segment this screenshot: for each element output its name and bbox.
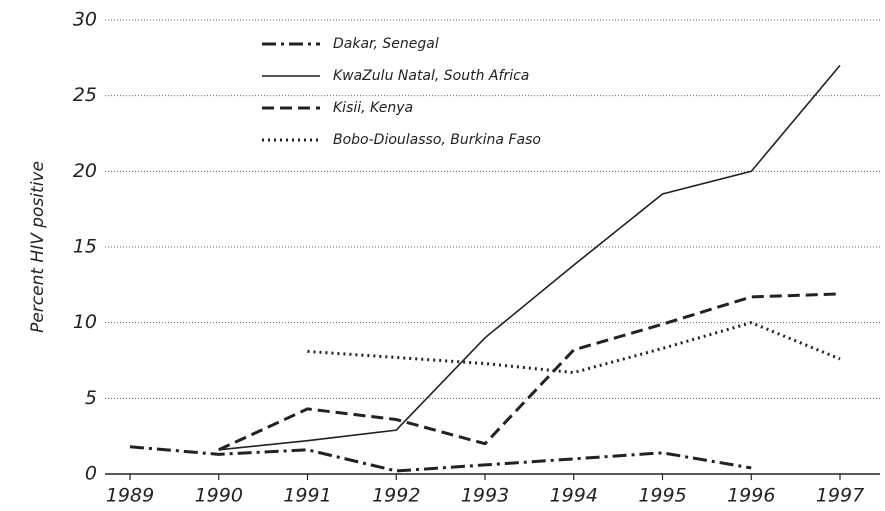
- legend-label: Bobo-Dioulasso, Burkina Faso: [333, 132, 541, 148]
- x-tick-label: 1992: [372, 485, 420, 507]
- x-tick-label: 1996: [727, 485, 775, 507]
- legend-label: Dakar, Senegal: [333, 36, 439, 52]
- x-tick-label: 1997: [816, 485, 864, 507]
- legend-label: Kisii, Kenya: [333, 100, 413, 116]
- x-tick-label: 1995: [638, 485, 686, 507]
- series-line: [129, 445, 752, 473]
- y-tick-label: 30: [73, 9, 97, 31]
- y-tick-label: 0: [85, 463, 97, 485]
- series-line: [307, 321, 841, 375]
- series-line: [218, 292, 841, 452]
- y-axis-label: Percent HIV positive: [28, 161, 48, 333]
- series-line: [218, 64, 841, 451]
- x-tick-label: 1993: [461, 485, 509, 507]
- x-tick-label: 1991: [283, 485, 331, 507]
- y-tick-label: 25: [73, 84, 97, 106]
- x-tick-label: 1994: [550, 485, 598, 507]
- y-tick-label: 20: [73, 160, 97, 182]
- y-tick-label: 15: [73, 236, 97, 258]
- x-tick-label: 1989: [106, 485, 154, 507]
- x-tick-label: 1990: [195, 485, 243, 507]
- y-tick-label: 10: [73, 311, 97, 333]
- legend-label: KwaZulu Natal, South Africa: [333, 68, 529, 84]
- y-tick-label: 5: [85, 387, 97, 409]
